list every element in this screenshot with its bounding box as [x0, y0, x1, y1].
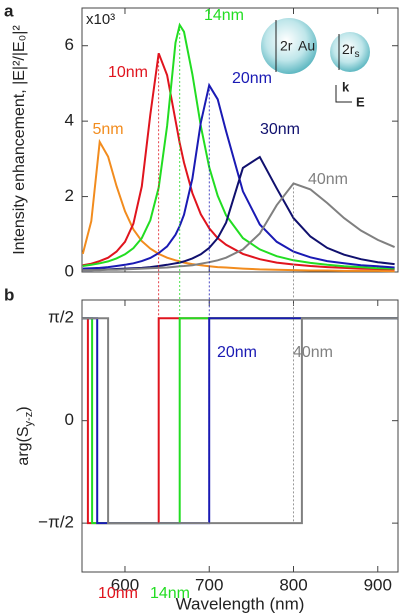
curve — [82, 182, 395, 272]
series-label: 20nm — [232, 70, 272, 87]
inset-label-part: 2r — [342, 41, 355, 57]
y-title-part: arg(S — [15, 426, 32, 465]
x-tick-label: 800 — [279, 575, 307, 594]
series-label: 20nm — [217, 344, 257, 361]
series-label: 10nm — [98, 585, 138, 602]
series-label: 10nm — [108, 64, 148, 81]
series-label: 14nm — [150, 585, 190, 602]
phase-step — [82, 317, 398, 525]
y-title-part: ) — [15, 406, 32, 411]
small-sphere — [330, 32, 370, 72]
y-tick-label: −π/2 — [38, 513, 74, 532]
inset: 2r Au 2rs k E — [261, 18, 370, 109]
y-tick-label: 2 — [65, 186, 74, 205]
core-sphere — [261, 18, 317, 74]
inset-label: 2rs — [342, 41, 359, 60]
series-label: 14nm — [204, 7, 244, 24]
curve — [82, 52, 395, 271]
curve — [81, 138, 395, 273]
inset-label: 2r — [280, 38, 293, 54]
x-tick-label: 600 — [111, 575, 139, 594]
curve — [82, 22, 395, 270]
panel-label: b — [4, 285, 14, 304]
y-axis-title: arg(Sy-z) — [15, 406, 35, 465]
series-label: 5nm — [92, 121, 123, 138]
x-tick-label: 700 — [195, 575, 223, 594]
series-label: 40nm — [308, 171, 348, 188]
panel-label: a — [4, 1, 14, 20]
inset-label-sub: s — [354, 49, 359, 60]
inset-label: E — [356, 94, 365, 109]
y-tick-label: 4 — [65, 111, 74, 130]
axis-arrows — [335, 85, 352, 103]
y-tick-label: 0 — [65, 261, 74, 280]
multiplier: x10³ — [86, 11, 115, 28]
plot-frame — [81, 7, 399, 273]
y-tick-label: 0 — [65, 410, 74, 429]
y-tick-label: 6 — [65, 35, 74, 54]
series-label: 30nm — [260, 121, 300, 138]
curve — [82, 82, 395, 270]
y-axis-title: Intensity enhancement, |E|²/|E₀|² — [11, 25, 28, 255]
x-axis-title: Wavelength (nm) — [176, 594, 305, 613]
inset-label: k — [342, 79, 350, 94]
y-title-subscript: y-z — [23, 412, 35, 427]
y-tick-label: π/2 — [48, 308, 74, 327]
plot-frame — [81, 299, 399, 573]
x-tick-label: 900 — [364, 575, 392, 594]
inset-label: Au — [298, 38, 315, 54]
series-label: 40nm — [293, 344, 333, 361]
